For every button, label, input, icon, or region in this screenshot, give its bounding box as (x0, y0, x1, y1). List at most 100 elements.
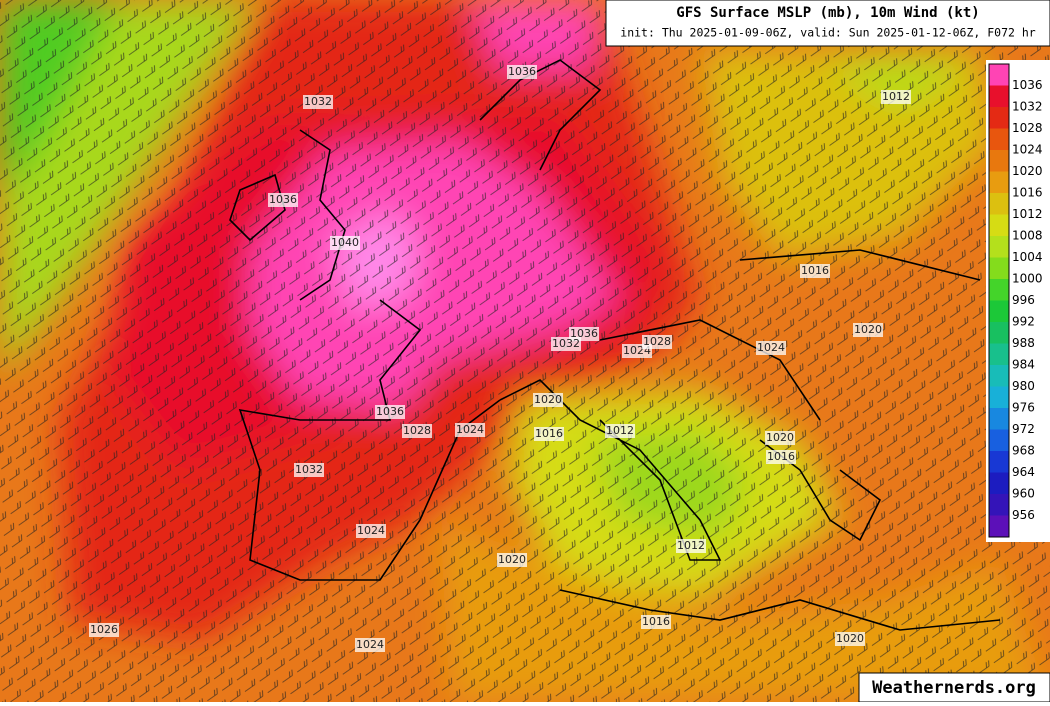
watermark: Weathernerds.org (872, 678, 1036, 698)
contour-label: 1020 (836, 632, 864, 645)
contour-label-bg (355, 638, 385, 652)
contour-label: 1026 (90, 623, 118, 636)
contour-label: 1040 (331, 236, 359, 249)
colorbar-segment (989, 365, 1009, 387)
contour-label: 1036 (269, 193, 297, 206)
colorbar-outline (988, 63, 1010, 538)
colorbar-segment (989, 257, 1009, 279)
colorbar-segment (989, 429, 1009, 451)
contour-label-bg (455, 423, 485, 437)
colorbar-segment (989, 236, 1009, 258)
contour-label: 1024 (357, 524, 385, 537)
contour-label: 1016 (801, 264, 829, 277)
colorbar-segment (989, 515, 1009, 537)
contour-label: 1020 (854, 323, 882, 336)
title: GFS Surface MSLP (mb), 10m Wind (kt) (676, 5, 979, 21)
colorbar-segment (989, 472, 1009, 494)
contour-label-bg (800, 264, 830, 278)
colorbar-label: 1028 (1012, 121, 1043, 135)
colorbar-segment (989, 279, 1009, 301)
contour-label: 1032 (304, 95, 332, 108)
colorbar-segment (989, 322, 1009, 344)
colorbar-label: 980 (1012, 379, 1035, 393)
contour-label: 1012 (606, 424, 634, 437)
contour-label: 1016 (767, 450, 795, 463)
colorbar-segment (989, 300, 1009, 322)
contour-label-bg (881, 90, 911, 104)
contour-label: 1020 (534, 393, 562, 406)
contour-label-bg (356, 524, 386, 538)
contour-label-bg (853, 323, 883, 337)
contour-label: 1016 (642, 615, 670, 628)
colorbar-segment (989, 451, 1009, 473)
colorbar-label: 972 (1012, 422, 1035, 436)
colorbar-label: 992 (1012, 315, 1035, 329)
contour-label-bg (507, 65, 537, 79)
colorbar-segment (989, 494, 1009, 516)
contour-label-bg (534, 427, 564, 441)
contour-label: 1028 (403, 424, 431, 437)
colorbar-segment (989, 150, 1009, 172)
contour-label: 1032 (295, 463, 323, 476)
colorbar-segment (989, 343, 1009, 365)
contour-label-bg (89, 623, 119, 637)
contour-label: 1012 (677, 539, 705, 552)
contour-label-bg (551, 337, 581, 351)
contour-label: 1012 (882, 90, 910, 103)
contour-label-bg (533, 393, 563, 407)
title-box (605, 0, 1050, 47)
colorbar-label: 1020 (1012, 164, 1043, 178)
contour-labels: 1036103210361040101210161020103610321024… (89, 65, 911, 652)
contour-label-bg (766, 450, 796, 464)
contour-label: 1036 (570, 327, 598, 340)
contour-label: 1024 (356, 638, 384, 651)
contour-label-bg (642, 335, 672, 349)
colorbar-segment (989, 386, 1009, 408)
contour-label: 1016 (535, 427, 563, 440)
colorbar-label: 1032 (1012, 100, 1043, 114)
colorbar-label: 976 (1012, 401, 1035, 415)
colorbar-label: 996 (1012, 293, 1035, 307)
contour-label: 1036 (376, 405, 404, 418)
colorbar-label: 1036 (1012, 78, 1043, 92)
contour-label-bg (330, 236, 360, 250)
contour-label: 1032 (552, 337, 580, 350)
colorbar-label: 1008 (1012, 229, 1043, 243)
colorbar-segment (989, 128, 1009, 150)
colorbar-segment (989, 171, 1009, 193)
watermark-box (858, 672, 1050, 703)
contour-label-bg (641, 615, 671, 629)
subtitle: init: Thu 2025-01-09-06Z, valid: Sun 202… (620, 26, 1035, 40)
contour-label-bg (676, 539, 706, 553)
contour-label-bg (402, 424, 432, 438)
contour-label: 1036 (508, 65, 536, 78)
colorbar-label: 960 (1012, 487, 1035, 501)
contour-label-bg (765, 431, 795, 445)
colorbar-segment (989, 107, 1009, 129)
contour-label-bg (303, 95, 333, 109)
contour-label-bg (294, 463, 324, 477)
colorbar-label: 956 (1012, 508, 1035, 522)
colorbar: 1036 1032 1028 1024 1020 1016 1012 1008 1004 1000… (988, 63, 1043, 538)
colorbar-label: 1012 (1012, 207, 1043, 221)
colorbar-segment (989, 64, 1009, 86)
contour-label-bg (756, 341, 786, 355)
contour-label-bg (835, 632, 865, 646)
contour-label-bg (605, 424, 635, 438)
contour-label: 1020 (766, 431, 794, 444)
colorbar-label: 988 (1012, 336, 1035, 350)
contour-label: 1024 (456, 423, 484, 436)
contour-label-bg (497, 553, 527, 567)
colorbar-label: 984 (1012, 358, 1035, 372)
colorbar-label: 1024 (1012, 143, 1043, 157)
contour-label-bg (268, 193, 298, 207)
contour-label-bg (375, 405, 405, 419)
colorbar-label: 1000 (1012, 272, 1043, 286)
colorbar-segment (989, 408, 1009, 430)
colorbar-label: 968 (1012, 444, 1035, 458)
colorbar-segment (989, 85, 1009, 107)
colorbar-segment (989, 214, 1009, 236)
colorbar-segment (989, 193, 1009, 215)
